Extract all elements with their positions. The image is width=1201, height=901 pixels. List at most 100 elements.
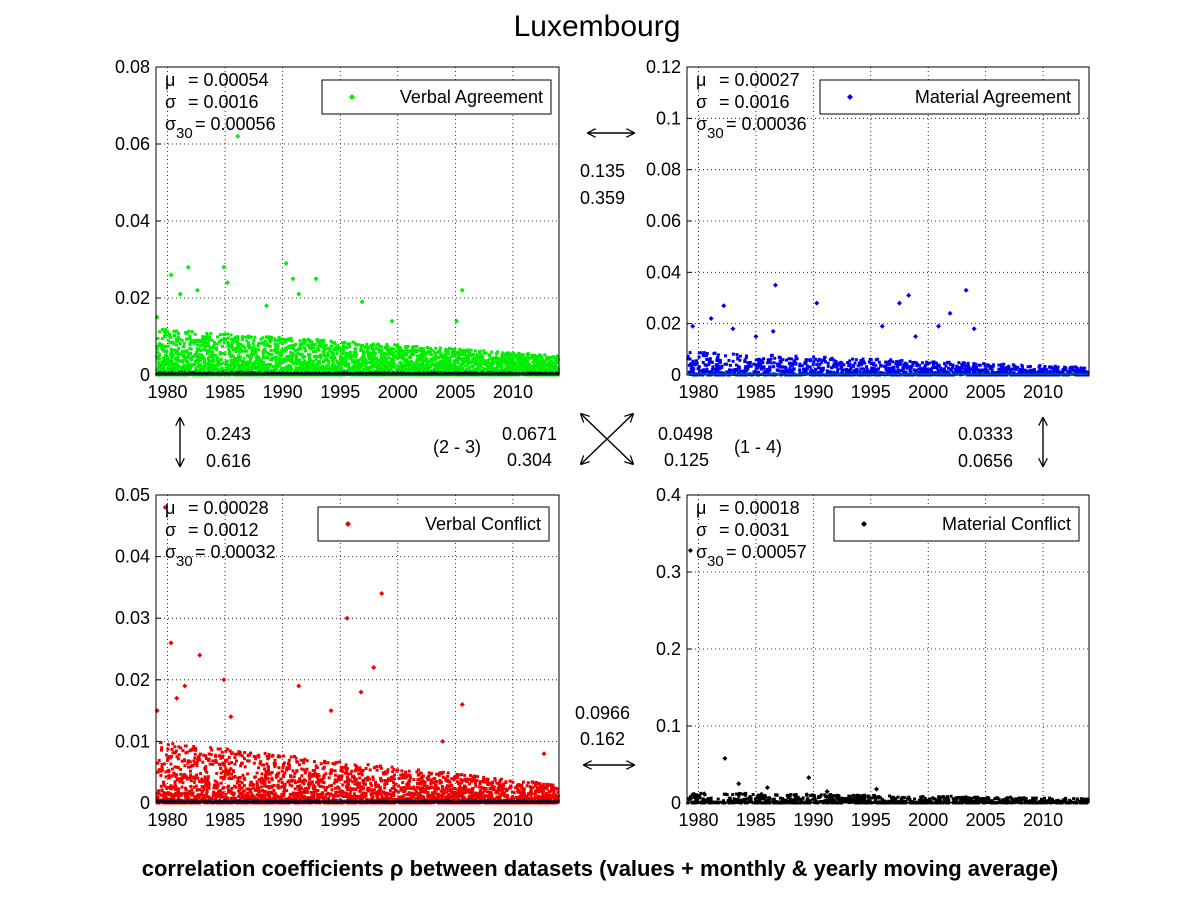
data-point	[193, 332, 197, 336]
y-tick-label: 0.06	[115, 134, 150, 154]
data-point	[450, 350, 454, 354]
data-point	[352, 359, 356, 363]
data-point	[416, 372, 420, 376]
data-point	[290, 276, 296, 282]
x-tick-label: 1980	[147, 382, 187, 402]
data-point	[370, 347, 374, 351]
data-point	[163, 353, 167, 357]
data-point	[157, 342, 161, 346]
data-point	[357, 369, 361, 373]
data-point	[448, 369, 452, 373]
data-point	[738, 358, 742, 362]
data-point	[480, 355, 484, 359]
data-point	[450, 366, 454, 370]
data-point	[359, 362, 363, 366]
data-point	[908, 369, 912, 373]
data-point	[708, 357, 712, 361]
data-point	[354, 355, 358, 359]
data-point	[983, 364, 987, 368]
data-point	[782, 369, 786, 373]
data-point	[347, 345, 351, 349]
data-point	[328, 366, 332, 370]
data-point	[212, 360, 216, 364]
data-point	[374, 358, 378, 362]
data-point	[177, 352, 181, 356]
data-point	[166, 368, 170, 372]
data-point	[810, 371, 814, 375]
data-point	[176, 335, 180, 339]
data-point	[549, 363, 553, 367]
data-point	[371, 362, 375, 366]
data-point	[279, 353, 283, 357]
data-point	[480, 360, 484, 364]
data-point	[475, 355, 479, 359]
data-point	[512, 353, 516, 357]
data-point	[312, 350, 316, 354]
data-point	[297, 368, 301, 372]
data-point	[409, 356, 413, 360]
data-point	[888, 359, 892, 363]
data-point	[923, 365, 927, 369]
data-point	[208, 365, 212, 369]
data-point	[165, 370, 169, 374]
data-point	[539, 362, 543, 366]
data-point	[188, 334, 192, 338]
data-point	[492, 371, 496, 375]
data-point	[494, 358, 498, 362]
data-point	[163, 344, 167, 348]
data-point	[261, 363, 265, 367]
data-point	[352, 369, 356, 373]
data-point	[462, 369, 466, 373]
data-point	[255, 354, 259, 358]
data-point	[956, 368, 960, 372]
data-point	[221, 264, 227, 270]
data-point	[784, 365, 788, 369]
x-tick-label: 1995	[851, 382, 891, 402]
data-point	[382, 351, 386, 355]
data-point	[986, 370, 990, 374]
data-point	[1012, 371, 1016, 375]
data-point	[464, 349, 468, 353]
data-point	[158, 330, 162, 334]
data-point	[279, 340, 283, 344]
data-point	[167, 361, 171, 365]
data-point	[175, 356, 179, 360]
data-point	[546, 370, 550, 374]
data-point	[1068, 365, 1072, 369]
data-point	[383, 354, 387, 358]
data-point	[159, 368, 163, 372]
data-point	[798, 364, 802, 368]
data-point	[731, 352, 735, 356]
data-point	[785, 358, 789, 362]
data-point	[352, 353, 356, 357]
data-point	[855, 370, 859, 374]
data-point	[409, 360, 413, 364]
data-point	[717, 364, 721, 368]
data-point	[936, 370, 940, 374]
data-point	[268, 336, 272, 340]
data-point	[225, 359, 229, 363]
data-point	[229, 366, 233, 370]
data-point	[493, 356, 497, 360]
data-point	[262, 341, 266, 345]
data-point	[889, 358, 893, 362]
data-point	[317, 365, 321, 369]
data-point	[687, 370, 691, 374]
data-point	[207, 348, 211, 352]
data-point	[430, 353, 434, 357]
data-point	[319, 370, 323, 374]
data-point	[196, 361, 200, 365]
data-point	[347, 355, 351, 359]
data-point	[320, 364, 324, 368]
data-point	[300, 363, 304, 367]
data-point	[215, 367, 219, 371]
data-point	[233, 348, 237, 352]
data-point	[235, 133, 241, 139]
data-point	[464, 364, 468, 368]
data-point	[295, 360, 299, 364]
data-point	[398, 353, 402, 357]
data-point	[339, 369, 343, 373]
data-point	[158, 362, 162, 366]
data-point	[399, 365, 403, 369]
data-point	[194, 287, 200, 293]
